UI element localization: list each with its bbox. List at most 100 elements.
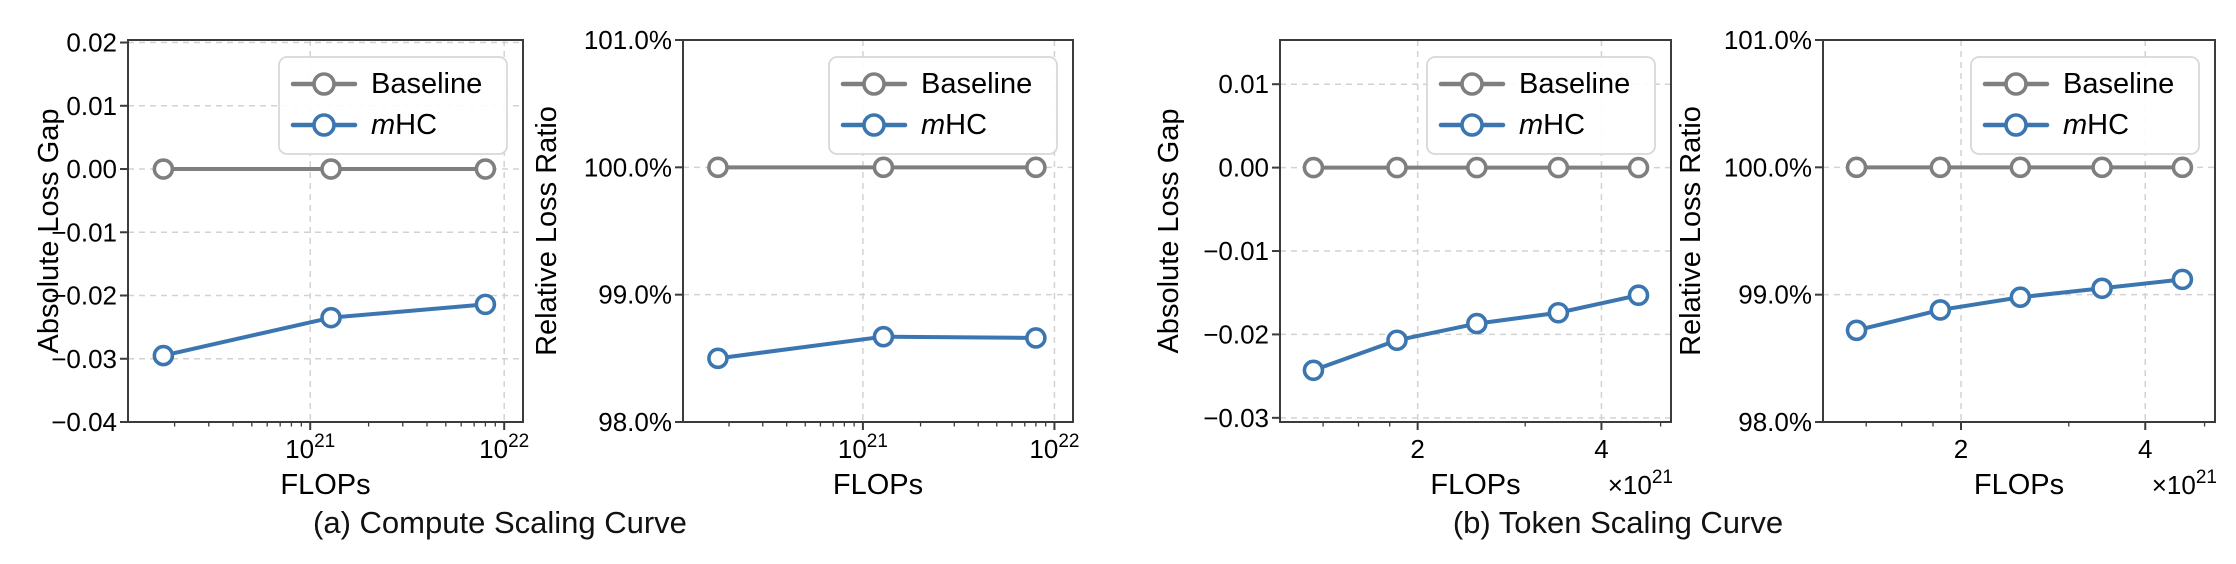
y-tick-label: −0.02 (1203, 319, 1269, 349)
chart-compute-absolute-loss-gap: 1021 1022 0.02 0.01 0.00 −0.01 −0.02 −0.03 −0.04… (33, 28, 529, 501)
y-tick-label: −0.01 (1203, 236, 1269, 266)
legend: Baseline mHC (1970, 56, 2200, 155)
y-tick-label: 98.0% (1738, 407, 1812, 437)
legend-box (828, 56, 1058, 155)
plot-spines (1279, 39, 1672, 423)
x-axis-label: FLOPs (280, 469, 370, 501)
legend-label-mHC: mHC (921, 109, 987, 141)
series-marker-mHC (152, 344, 175, 367)
series-marker-Baseline (1302, 156, 1325, 179)
chart-token-relative-loss-ratio: 2 4 101.0% 100.0% 99.0% 98.0% FLOPs Relative Lo… (1675, 25, 2217, 501)
series-marker-mHC (1025, 327, 1047, 349)
legend-box (1426, 56, 1656, 155)
series-marker-mHC (474, 293, 497, 316)
y-tick-label: −0.01 (51, 217, 117, 247)
y-tick-label: −0.03 (1203, 403, 1269, 433)
series-marker-mHC (2091, 277, 2113, 300)
legend-sample-marker-mHC (862, 113, 886, 137)
plot-spines (127, 39, 524, 423)
x-axis-label: FLOPs (1974, 469, 2064, 501)
legend-sample-marker-Baseline (312, 72, 336, 96)
series-marker-Baseline (1547, 156, 1570, 179)
caption-token-scaling: (b) Token Scaling Curve (1452, 505, 1784, 540)
series-marker-mHC (707, 347, 729, 370)
y-tick-label: 100.0% (1724, 152, 1812, 182)
legend-sample-marker-Baseline (1460, 72, 1484, 96)
x-tick-label: 1022 (1029, 431, 1079, 464)
y-tick-label: 0.01 (66, 91, 117, 121)
series-marker-mHC (872, 325, 895, 348)
series-marker-Baseline (1845, 156, 1868, 179)
legend-label-Baseline: Baseline (921, 68, 1032, 100)
legend-label-mHC: mHC (371, 109, 437, 141)
y-tick-label: 0.00 (1218, 153, 1269, 183)
caption-compute-scaling: (a) Compute Scaling Curve (313, 505, 687, 540)
series-marker-mHC (2009, 286, 2032, 309)
y-tick-label: 0.01 (1218, 69, 1269, 99)
y-tick-label: 99.0% (598, 280, 672, 310)
y-tick-label: 0.00 (66, 154, 117, 184)
legend: Baseline mHC (828, 56, 1058, 155)
series-marker-mHC (1929, 299, 1952, 321)
series-marker-Baseline (152, 158, 175, 180)
legend-sample-marker-mHC (2004, 113, 2028, 137)
series-marker-Baseline (2009, 156, 2032, 179)
x-tick-label: 1022 (479, 431, 529, 464)
series-marker-mHC (1466, 312, 1488, 335)
x-axis-offset-label: ×1021 (2152, 467, 2217, 500)
legend-label-mHC: mHC (2063, 109, 2129, 141)
series-marker-mHC (1547, 301, 1570, 324)
series-marker-Baseline (2171, 156, 2194, 179)
x-axis-label: FLOPs (1430, 469, 1520, 501)
x-tick-label: 2 (1410, 434, 1424, 464)
series-marker-Baseline (707, 156, 729, 179)
series-marker-mHC (1302, 359, 1325, 382)
legend-sample-marker-mHC (312, 113, 336, 137)
series-marker-Baseline (2091, 156, 2113, 179)
x-tick-label: 4 (1594, 434, 1608, 464)
y-tick-label: 99.0% (1738, 280, 1812, 310)
y-axis-label: Relative Loss Ratio (1675, 106, 1707, 356)
y-axis-label: Relative Loss Ratio (531, 106, 563, 356)
legend-label-Baseline: Baseline (2063, 68, 2174, 100)
y-tick-label: 101.0% (584, 25, 672, 55)
chart-token-absolute-loss-gap: 2 4 0.01 0.00 −0.01 −0.02 −0.03 FLOPs Absolute L… (1153, 39, 1673, 501)
x-tick-label: 2 (1954, 434, 1968, 464)
x-axis-label: FLOPs (833, 469, 923, 501)
legend-label-mHC: mHC (1519, 109, 1585, 141)
x-tick-label: 1021 (838, 431, 888, 464)
series-marker-Baseline (1025, 156, 1047, 179)
series-marker-mHC (2171, 268, 2194, 291)
legend: Baseline mHC (278, 56, 508, 155)
legend-box (1970, 56, 2200, 155)
legend-sample-marker-Baseline (862, 72, 886, 96)
series-marker-Baseline (1627, 156, 1650, 179)
x-tick-label: 1021 (285, 431, 335, 464)
series-marker-Baseline (474, 158, 497, 180)
series-marker-mHC (1845, 319, 1868, 342)
x-axis-offset-label: ×1021 (1608, 467, 1673, 500)
plot-spines (1822, 39, 2216, 423)
legend-box (278, 56, 508, 155)
y-tick-label: 101.0% (1724, 25, 1812, 55)
y-axis-label: Absolute Loss Gap (33, 108, 65, 353)
plot-spines (682, 39, 1074, 423)
y-tick-label: 98.0% (598, 407, 672, 437)
legend-label-Baseline: Baseline (371, 68, 482, 100)
series-marker-Baseline (320, 158, 342, 180)
y-axis-label: Absolute Loss Gap (1153, 108, 1185, 353)
x-tick-label: 4 (2138, 434, 2152, 464)
series-marker-mHC (320, 306, 342, 329)
chart-compute-relative-loss-ratio: 1021 1022 101.0% 100.0% 99.0% 98.0% FLOPs Relat… (531, 25, 1079, 501)
series-marker-Baseline (1929, 156, 1952, 179)
y-tick-label: 0.02 (66, 28, 117, 58)
series-marker-Baseline (1466, 156, 1488, 179)
series-marker-mHC (1627, 284, 1650, 307)
legend-label-Baseline: Baseline (1519, 68, 1630, 100)
y-tick-label: −0.03 (51, 344, 117, 374)
y-tick-label: 100.0% (584, 152, 672, 182)
legend-sample-marker-mHC (1460, 113, 1484, 137)
y-tick-label: −0.04 (51, 407, 117, 437)
